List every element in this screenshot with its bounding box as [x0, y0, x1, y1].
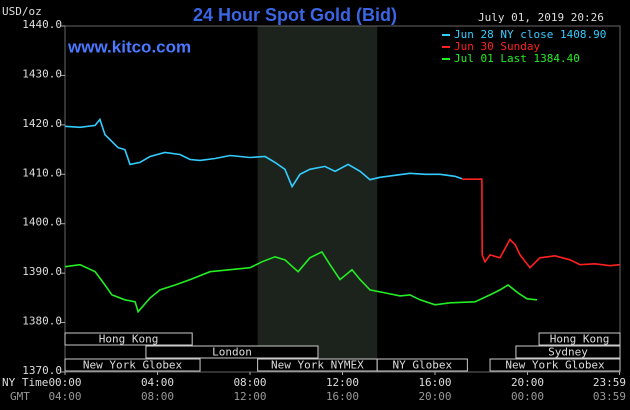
legend-label: Jul 01 Last 1384.40 [454, 52, 580, 65]
x-tick-label: 08:00 [233, 376, 266, 389]
session-bar [64, 358, 201, 372]
session-label: New York Globex [505, 359, 605, 372]
session-label: NY Globex [392, 359, 452, 372]
series-line [462, 178, 620, 269]
y-tick-label: 1440.0 [22, 18, 62, 31]
x-tick-label: 00:00 [48, 376, 81, 389]
y-tick-label: 1390.0 [22, 265, 62, 278]
watermark: www.kitco.com [67, 37, 191, 56]
y-tick-label: 1430.0 [22, 67, 62, 80]
session-bar [515, 345, 621, 359]
x2-tick-label: 03:59 [593, 390, 626, 403]
session-bar [489, 358, 621, 372]
x-tick-label: 04:00 [141, 376, 174, 389]
x2-tick-label: 08:00 [141, 390, 174, 403]
x-tick-label: 16:00 [418, 376, 451, 389]
x2-tick-label: 16:00 [326, 390, 359, 403]
session-label: New York NYMEX [271, 359, 364, 372]
y-tick-label: 1410.0 [22, 166, 62, 179]
session-bar [145, 345, 319, 359]
legend-label: Jun 28 NY close 1408.90 [454, 28, 606, 41]
session-bar [64, 332, 193, 346]
timestamp: July 01, 2019 20:26 [478, 11, 604, 24]
x2-tick-label: 04:00 [48, 390, 81, 403]
y-tick-label: 1380.0 [22, 315, 62, 328]
x2-tick-label: 20:00 [418, 390, 451, 403]
x2-tick-label: 00:00 [511, 390, 544, 403]
y-tick-label: 1420.0 [22, 117, 62, 130]
y-tick-label: 1370.0 [22, 364, 62, 377]
series-line [64, 250, 538, 314]
y-tick-label: 1400.0 [22, 216, 62, 229]
session-label: Hong Kong [550, 333, 610, 346]
highlight-region [257, 26, 378, 372]
session-label: London [212, 346, 252, 359]
x-tick-label: 20:00 [511, 376, 544, 389]
session-label: Hong Kong [99, 333, 159, 346]
session-label: New York Globex [83, 359, 183, 372]
chart-title: 24 Hour Spot Gold (Bid) [193, 5, 397, 25]
x2-axis-label: GMT [10, 390, 30, 403]
x2-tick-label: 12:00 [233, 390, 266, 403]
legend-label: Jun 30 Sunday [454, 40, 540, 53]
y-axis-label: USD/oz [2, 5, 42, 18]
x-tick-label: 23:59 [593, 376, 626, 389]
session-bar [538, 332, 621, 346]
x-tick-label: 12:00 [326, 376, 359, 389]
series-line [64, 117, 463, 189]
x-axis-label: NY Time [2, 376, 48, 389]
session-bar [376, 358, 468, 372]
session-label: Sydney [548, 346, 588, 359]
